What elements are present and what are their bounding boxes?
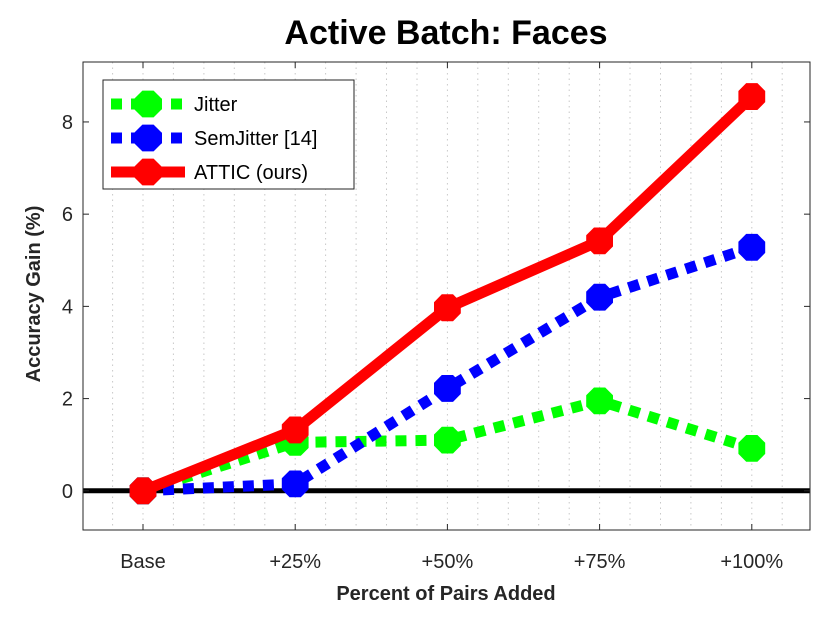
y-tick-label-3: 6: [62, 204, 73, 226]
series-0-point-3: [586, 387, 613, 415]
y-tick-label-1: 2: [62, 389, 73, 411]
series-2-point-2: [434, 294, 461, 322]
plot-area-frame: [82, 61, 811, 531]
legend-marker-0: [134, 90, 162, 118]
x-tick-label-1: +25%: [269, 551, 321, 573]
x-tick-label-0: Base: [120, 551, 166, 573]
x-tick-label-2: +50%: [422, 551, 474, 573]
series-1-point-2: [434, 375, 461, 402]
series-2-point-1: [281, 416, 309, 444]
legend: Jitter SemJitter [14] ATTIC (ours): [102, 79, 355, 190]
series-0-point-4: [738, 435, 766, 462]
y-axis-ticks: 0 2 4 6 8: [62, 112, 810, 503]
x-axis-label: Percent of Pairs Added: [336, 583, 555, 605]
series-1-point-4: [738, 233, 766, 261]
y-tick-label-4: 8: [62, 112, 73, 134]
series-1-point-1: [281, 470, 309, 498]
series-2-point-3: [586, 227, 613, 255]
series-0-point-2: [434, 426, 461, 454]
y-tick-label-0: 0: [62, 481, 73, 503]
y-tick-label-2: 4: [62, 296, 73, 318]
series-2-point-0: [129, 477, 157, 505]
legend-label-0: Jitter: [194, 94, 238, 116]
y-axis-label: Accuracy Gain (%): [23, 206, 45, 383]
series-line-0: [141, 395, 754, 497]
x-tick-label-4: +100%: [720, 551, 783, 573]
legend-marker-1: [134, 124, 162, 152]
legend-label-1: SemJitter [14]: [194, 128, 317, 150]
chart-title: Active Batch: Faces: [284, 14, 607, 52]
series-line-1: [142, 242, 754, 497]
series-layer: [129, 83, 766, 505]
legend-marker-2: [134, 158, 162, 186]
x-axis-ticks: Base +25% +50% +75% +100%: [120, 62, 783, 573]
series-1-point-3: [586, 283, 613, 311]
x-tick-label-3: +75%: [574, 551, 626, 573]
series-2-point-4: [738, 83, 766, 110]
legend-label-2: ATTIC (ours): [194, 162, 308, 184]
